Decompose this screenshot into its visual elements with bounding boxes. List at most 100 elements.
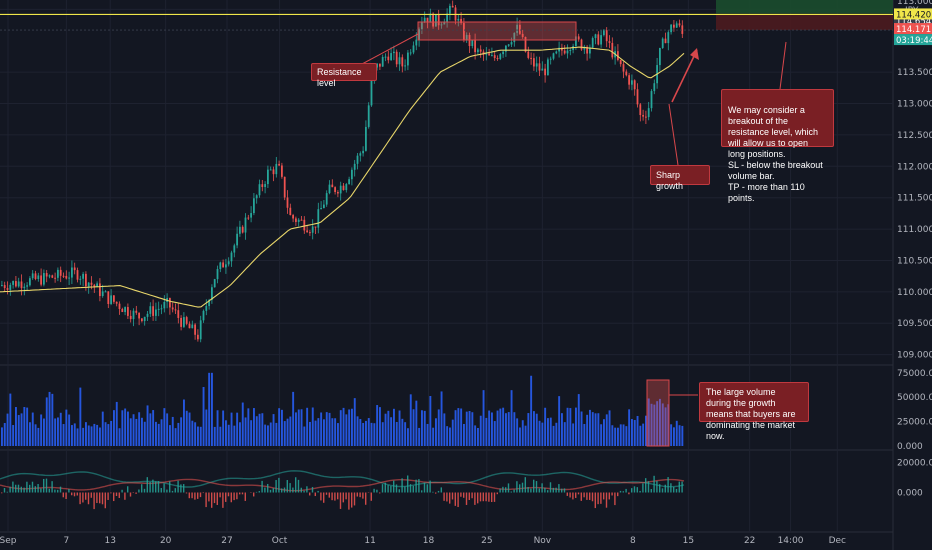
candle-body xyxy=(241,226,244,233)
osc-histogram-bar xyxy=(51,481,53,493)
volume-bar xyxy=(365,420,367,446)
osc-histogram-bar xyxy=(230,492,232,503)
candle-body xyxy=(113,295,115,302)
volume-bar xyxy=(17,415,20,446)
osc-histogram-bar xyxy=(255,491,258,493)
candle-body xyxy=(348,179,350,185)
volume-bar xyxy=(323,419,325,446)
osc-histogram-bar xyxy=(331,492,333,501)
candle-body xyxy=(675,23,678,28)
volume-bar xyxy=(533,411,535,446)
osc-histogram-bar xyxy=(653,475,655,493)
candle-body xyxy=(43,273,45,285)
candle-body xyxy=(59,269,62,276)
volume-bar xyxy=(625,426,628,446)
volume-bar xyxy=(43,418,45,446)
volume-bar xyxy=(104,422,107,446)
candle-body xyxy=(407,52,409,66)
candle-body xyxy=(488,53,490,56)
osc-histogram-bar xyxy=(409,484,412,493)
candles[interactable] xyxy=(1,0,684,343)
price-axis[interactable]: 113.500 113.000 112.500 112.000 111.500 111.0… xyxy=(894,0,932,499)
candle-body xyxy=(17,281,20,287)
volume-highlight-box xyxy=(646,379,670,447)
candle-body xyxy=(34,273,37,280)
volume-bar xyxy=(373,423,376,446)
time-tick-label: 11 xyxy=(364,536,375,546)
osc-histogram-bar xyxy=(216,492,218,505)
volume-bar xyxy=(255,416,258,446)
volume-bar xyxy=(429,395,432,446)
volume-bar xyxy=(544,407,547,446)
volume-bar xyxy=(115,401,118,446)
osc-histogram-bar xyxy=(26,481,28,493)
candle-body xyxy=(471,39,474,47)
osc-histogram-bar xyxy=(199,492,202,498)
osc-histogram-bar xyxy=(183,484,185,493)
candle-body xyxy=(275,163,278,175)
candle-body xyxy=(213,279,216,288)
candle-body xyxy=(51,275,54,278)
volume-bar xyxy=(440,391,443,446)
candle-body xyxy=(376,63,378,68)
osc-histogram-bar xyxy=(390,485,392,493)
osc-histogram-bar xyxy=(71,492,73,496)
candle-body xyxy=(107,291,110,305)
candle-body xyxy=(160,308,163,310)
osc-histogram-bar xyxy=(303,490,305,493)
candle-body xyxy=(513,32,516,43)
candle-body xyxy=(6,288,9,290)
osc-histogram-bar xyxy=(311,486,314,493)
candle-body xyxy=(426,17,429,23)
growth-arrow-line xyxy=(671,49,698,103)
volume-bar xyxy=(513,412,516,446)
volume-bar xyxy=(457,408,460,446)
volume-bar xyxy=(132,414,135,446)
osc-histogram-bar xyxy=(527,487,529,493)
candle-body xyxy=(281,165,283,177)
volume-bar xyxy=(376,405,379,446)
candle-body xyxy=(244,217,247,233)
volume-tick-label: 25000.000 xyxy=(897,418,932,428)
osc-histogram-bar xyxy=(639,490,641,493)
candle-body xyxy=(185,317,188,324)
osc-histogram-bar xyxy=(558,484,560,493)
volume-bar xyxy=(188,412,191,446)
candle-body xyxy=(440,24,443,26)
osc-histogram-bar xyxy=(174,488,176,493)
candle-body xyxy=(516,24,518,33)
candle-body xyxy=(216,269,219,280)
oscillator-pane[interactable] xyxy=(0,470,685,510)
candle-body xyxy=(278,163,280,166)
osc-histogram-bar xyxy=(345,492,347,500)
volume-bar xyxy=(580,411,583,446)
candle-body xyxy=(101,291,104,297)
osc-histogram-bar xyxy=(90,492,92,498)
candle-body xyxy=(236,233,238,246)
volume-bar xyxy=(20,413,23,446)
time-axis[interactable]: Sep 7 13 20 27 Oct 11 18 25 Nov 8 15 22 14:00 Dec xyxy=(0,536,846,546)
osc-histogram-bar xyxy=(541,483,543,493)
price-tick-label: 111.000 xyxy=(897,225,932,235)
osc-histogram-bar xyxy=(552,487,554,493)
volume-bar xyxy=(594,413,597,446)
candle-body xyxy=(499,54,502,59)
osc-histogram-bar xyxy=(54,489,56,493)
candle-body xyxy=(415,39,418,46)
volume-bar xyxy=(563,422,566,446)
candle-body xyxy=(328,184,331,194)
candle-body xyxy=(194,324,196,335)
osc-histogram-bar xyxy=(376,489,378,493)
volume-bar xyxy=(639,425,642,446)
osc-histogram-bar xyxy=(496,492,498,495)
volume-bar xyxy=(549,417,552,446)
volume-bar xyxy=(180,417,183,446)
volume-pane[interactable] xyxy=(1,372,684,447)
osc-histogram-bar xyxy=(460,492,462,497)
volume-bar xyxy=(521,420,524,446)
candle-body xyxy=(258,184,261,196)
volume-bar xyxy=(127,411,129,446)
volume-bar xyxy=(258,413,261,446)
volume-bar xyxy=(250,420,253,446)
